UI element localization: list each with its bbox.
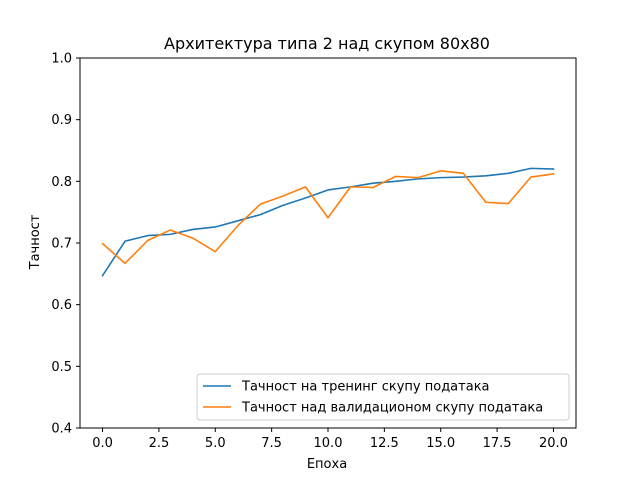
- series-line-1: [101, 167, 555, 277]
- x-tick-label: 10.0: [314, 436, 343, 451]
- y-tick-label: 0.7: [51, 237, 72, 252]
- x-tick-label: 2.5: [149, 436, 170, 451]
- y-axis-label: Тачност: [28, 214, 43, 270]
- x-tick-label: 20.0: [539, 436, 568, 451]
- legend: Тачност на тренинг скупу података Тачност…: [196, 373, 570, 421]
- y-tick-label: 0.8: [51, 175, 72, 190]
- axes-frame: [79, 57, 577, 429]
- plot-area: 0.0 2.5 5.0 7.5 10.0 12.5 15.0 17.5 20.0 0.4 0.5 0.…: [51, 52, 577, 451]
- x-tick-label: 12.5: [370, 436, 399, 451]
- legend-label-2: Тачност над валидационом скупу података: [241, 401, 543, 416]
- legend-label-1: Тачност на тренинг скупу података: [241, 380, 490, 395]
- x-axis-label: Епоха: [307, 457, 347, 472]
- x-tick-label: 17.5: [483, 436, 512, 451]
- y-tick-label: 0.6: [51, 298, 72, 313]
- y-tick-label: 0.4: [51, 422, 72, 437]
- y-tick-label: 1.0: [51, 52, 72, 67]
- x-tick-label: 0.0: [92, 436, 113, 451]
- legend-box: [196, 373, 570, 421]
- y-tick-label: 0.5: [51, 360, 72, 375]
- x-tick-label: 15.0: [426, 436, 455, 451]
- series-line-2: [101, 170, 555, 265]
- x-tick-label: 7.5: [261, 436, 282, 451]
- chart-title: Архитектура типа 2 над скупом 80x80: [164, 34, 490, 53]
- x-tick-label: 5.0: [205, 436, 226, 451]
- y-tick-label: 0.9: [51, 113, 72, 128]
